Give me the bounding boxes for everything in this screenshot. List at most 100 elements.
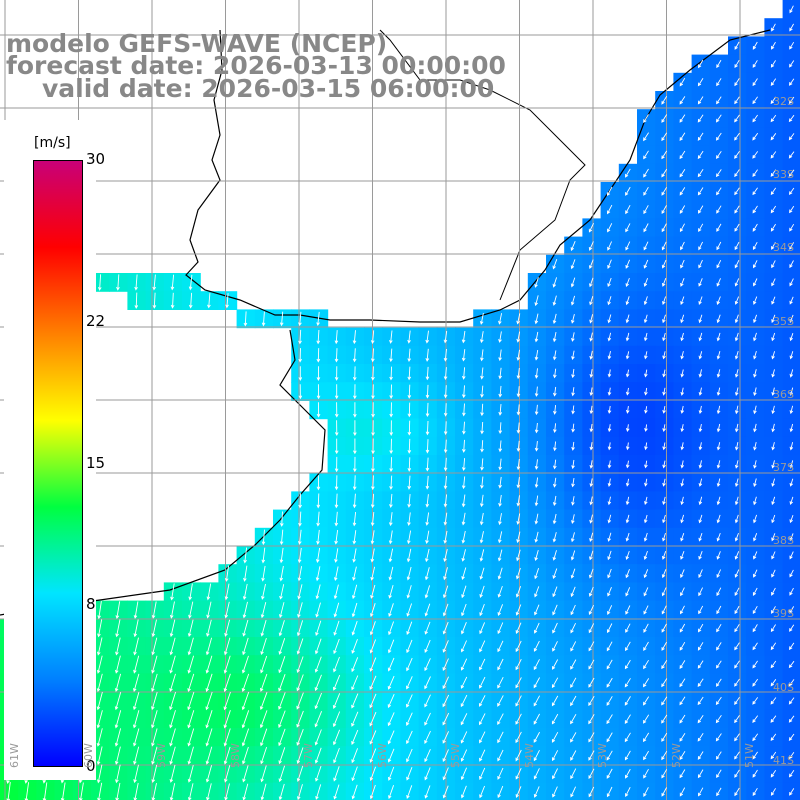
wind-arrow: [588, 259, 594, 270]
wind-arrow: [461, 349, 466, 362]
wind-arrow: [788, 78, 795, 86]
wind-arrow: [734, 423, 739, 433]
wind-arrow: [734, 205, 740, 214]
wind-arrow: [278, 783, 285, 800]
wind-arrow: [353, 438, 357, 455]
wind-arrow: [661, 187, 667, 196]
wind-arrow: [479, 640, 486, 653]
wind-arrow: [588, 732, 595, 743]
wind-arrow: [387, 694, 395, 709]
wind-arrow: [589, 369, 594, 378]
wind-arrow: [187, 637, 194, 656]
wind-arrow: [534, 604, 540, 616]
wind-arrow: [353, 456, 357, 473]
wind-arrow: [406, 767, 413, 781]
wind-arrow: [552, 659, 559, 670]
wind-arrow: [333, 656, 340, 673]
wind-arrow: [278, 692, 286, 710]
wind-arrow: [479, 549, 485, 562]
wind-arrow: [279, 584, 285, 600]
wind-arrow: [716, 296, 721, 305]
wind-arrow: [625, 369, 630, 378]
wind-arrow: [753, 296, 758, 305]
lon-label: 58W: [228, 743, 242, 768]
wind-arrow: [406, 585, 412, 599]
wind-arrow: [533, 768, 540, 780]
wind-arrow: [789, 60, 795, 68]
wind-arrow: [460, 767, 468, 781]
wind-arrow: [771, 496, 776, 506]
wind-arrow: [388, 512, 393, 527]
wind-arrow: [480, 440, 484, 453]
wind-arrow: [314, 747, 322, 764]
wind-arrow: [389, 475, 393, 490]
wind-arrow: [770, 114, 777, 123]
wind-arrow: [661, 714, 668, 724]
wind-arrow: [607, 241, 613, 251]
wind-arrow: [333, 784, 340, 800]
wind-arrow: [389, 348, 393, 363]
wind-arrow: [662, 314, 666, 324]
wind-arrow: [534, 386, 539, 397]
wind-arrow: [133, 619, 139, 638]
wind-arrow: [332, 711, 341, 728]
wind-arrow: [570, 259, 576, 270]
wind-arrow: [316, 384, 321, 400]
wind-arrow: [442, 749, 449, 763]
wind-arrow: [680, 478, 685, 487]
wind-arrow: [315, 620, 322, 636]
wind-arrow: [298, 348, 302, 363]
wind-arrow: [551, 731, 559, 743]
wind-arrow: [334, 366, 339, 381]
wind-arrow: [625, 223, 631, 233]
wind-arrow: [132, 710, 140, 729]
wind-arrow: [716, 605, 722, 615]
wind-arrow: [679, 696, 686, 706]
wind-arrow: [698, 569, 703, 579]
wind-arrow: [716, 642, 722, 651]
wind-arrow: [533, 622, 540, 634]
wind-arrow: [260, 619, 267, 637]
wind-arrow: [716, 623, 722, 633]
wind-arrow: [316, 493, 321, 509]
wind-arrow: [607, 277, 612, 288]
wind-arrow: [389, 438, 393, 455]
lon-label: 55W: [449, 743, 462, 768]
wind-arrow: [661, 551, 667, 560]
wind-arrow: [332, 674, 341, 691]
wind-arrow: [260, 601, 267, 619]
wind-arrow: [515, 786, 522, 798]
wind-arrow: [96, 691, 103, 711]
wind-arrow: [261, 529, 266, 546]
wind-arrow: [662, 296, 667, 305]
wind-arrow: [679, 96, 686, 105]
wind-arrow: [752, 114, 758, 123]
wind-arrow: [698, 314, 703, 324]
wind-arrow: [643, 205, 649, 215]
wind-arrow: [498, 331, 502, 343]
wind-arrow: [534, 422, 539, 434]
wind-arrow: [662, 532, 666, 542]
wind-arrow: [406, 621, 413, 635]
wind-arrow: [789, 405, 794, 415]
wind-arrow: [552, 259, 558, 270]
wind-arrow: [515, 695, 522, 707]
wind-arrow: [571, 405, 575, 415]
wind-arrow: [498, 422, 503, 435]
wind-arrow: [223, 710, 231, 729]
wind-arrow: [606, 786, 613, 798]
wind-arrow: [789, 278, 794, 287]
wind-arrow: [789, 332, 794, 342]
wind-arrow: [752, 205, 758, 214]
wind-arrow: [424, 585, 431, 599]
wind-arrow: [698, 59, 704, 69]
wind-arrow: [753, 514, 758, 524]
wind-arrow: [425, 475, 430, 490]
wind-arrow: [589, 295, 594, 306]
wind-arrow: [662, 496, 666, 506]
wind-arrow: [206, 583, 212, 601]
wind-arrow: [425, 402, 430, 418]
wind-arrow: [607, 514, 612, 524]
wind-arrow: [497, 731, 504, 744]
wind-arrow: [697, 114, 704, 123]
